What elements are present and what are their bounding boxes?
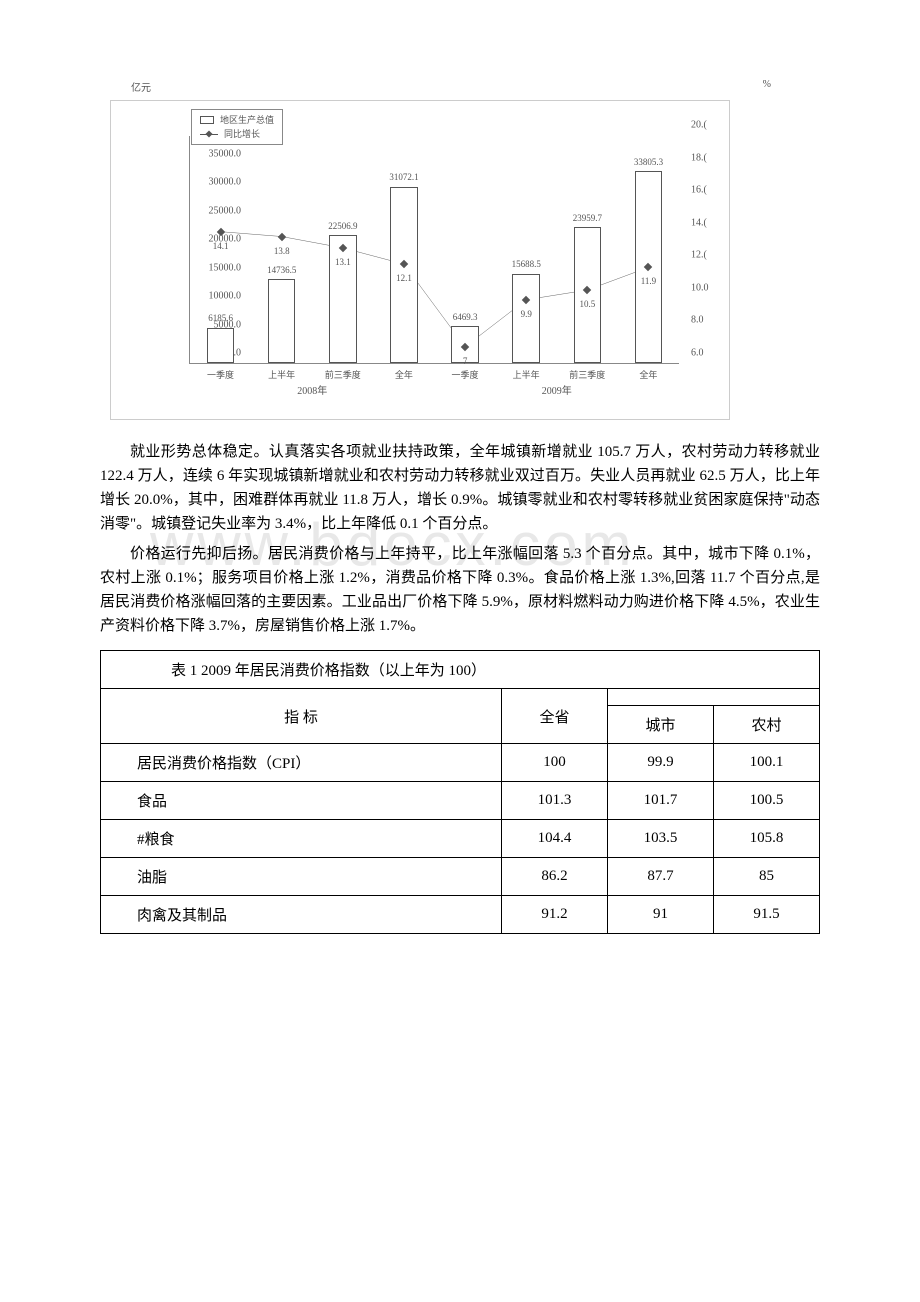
x-tick-label: 前三季度	[325, 368, 361, 381]
x-tick-label: 全年	[395, 368, 413, 381]
legend-line-icon	[200, 134, 218, 135]
bar	[574, 227, 602, 363]
bar-value-label: 15688.5	[512, 259, 541, 269]
row-province: 100	[502, 744, 608, 782]
line-value-label: 10.5	[579, 299, 595, 309]
line-marker	[277, 232, 285, 240]
x-year-label: 2008年	[297, 382, 327, 397]
row-name: 居民消费价格指数（CPI）	[101, 744, 502, 782]
row-city: 101.7	[608, 782, 714, 820]
row-name: 肉禽及其制品	[101, 896, 502, 934]
line-marker	[216, 227, 224, 235]
row-rural: 100.5	[714, 782, 820, 820]
bar	[207, 328, 235, 363]
row-name: 油脂	[101, 858, 502, 896]
row-city: 91	[608, 896, 714, 934]
cpi-table: 表 1 2009 年居民消费价格指数（以上年为 100） 指 标 全省 城市 农…	[100, 650, 820, 934]
table-header-blank	[608, 689, 820, 706]
table-row: #粮食104.4103.5105.8	[101, 820, 820, 858]
table-title: 表 1 2009 年居民消费价格指数（以上年为 100）	[101, 651, 820, 689]
table-header-rural: 农村	[714, 706, 820, 744]
line-value-label: 13.8	[274, 246, 290, 256]
bar-value-label: 6469.3	[453, 312, 478, 322]
y-right-tick: 20.(	[691, 120, 707, 131]
table-header-province: 全省	[502, 689, 608, 744]
y-right-tick: 6.0	[691, 348, 704, 359]
bar-value-label: 6185.6	[208, 313, 233, 323]
x-tick-label: 一季度	[452, 368, 479, 381]
line-value-label: 14.1	[213, 241, 229, 251]
gdp-chart: 亿元 % 0.05000.010000.015000.020000.025000…	[110, 100, 730, 420]
row-city: 87.7	[608, 858, 714, 896]
row-province: 104.4	[502, 820, 608, 858]
row-rural: 105.8	[714, 820, 820, 858]
row-rural: 91.5	[714, 896, 820, 934]
x-year-label: 2009年	[542, 382, 572, 397]
paragraph-prices: 价格运行先抑后扬。居民消费价格与上年持平，比上年涨幅回落 5.3 个百分点。其中…	[100, 542, 820, 638]
bar	[268, 279, 296, 363]
row-province: 91.2	[502, 896, 608, 934]
row-rural: 100.1	[714, 744, 820, 782]
table-row: 肉禽及其制品91.29191.5	[101, 896, 820, 934]
x-tick-label: 上半年	[268, 368, 295, 381]
table-row: 居民消费价格指数（CPI）10099.9100.1	[101, 744, 820, 782]
row-rural: 85	[714, 858, 820, 896]
y-right-unit: %	[763, 79, 771, 90]
bar-value-label: 31072.1	[389, 172, 418, 182]
line-value-label: 11.9	[641, 276, 656, 286]
row-province: 101.3	[502, 782, 608, 820]
table-header-indicator: 指 标	[101, 689, 502, 744]
x-tick-label: 一季度	[207, 368, 234, 381]
table-row: 油脂86.287.785	[101, 858, 820, 896]
row-city: 103.5	[608, 820, 714, 858]
legend-bar-icon	[200, 116, 214, 124]
row-name: #粮食	[101, 820, 502, 858]
table-header-city: 城市	[608, 706, 714, 744]
paragraph-employment: 就业形势总体稳定。认真落实各项就业扶持政策，全年城镇新增就业 105.7 万人，…	[100, 440, 820, 536]
line-value-label: 13.1	[335, 257, 351, 267]
y-right-tick: 12.(	[691, 250, 707, 261]
y-right-tick: 18.(	[691, 152, 707, 163]
line-value-label: 9.9	[521, 309, 532, 319]
y-left-unit: 亿元	[131, 79, 151, 94]
chart-legend: 地区生产总值 同比增长	[191, 109, 283, 145]
line-value-label: 7	[463, 356, 468, 366]
bar-value-label: 33805.3	[634, 157, 663, 167]
row-province: 86.2	[502, 858, 608, 896]
bar-value-label: 23959.7	[573, 213, 602, 223]
x-tick-label: 前三季度	[569, 368, 605, 381]
row-city: 99.9	[608, 744, 714, 782]
y-right-tick: 10.0	[691, 282, 709, 293]
legend-line-label: 同比增长	[224, 127, 260, 141]
y-right-tick: 14.(	[691, 217, 707, 228]
bar-value-label: 14736.5	[267, 265, 296, 275]
table-row: 食品101.3101.7100.5	[101, 782, 820, 820]
bar	[329, 235, 357, 363]
row-name: 食品	[101, 782, 502, 820]
bar-value-label: 22506.9	[328, 221, 357, 231]
line-value-label: 12.1	[396, 273, 412, 283]
legend-bar-label: 地区生产总值	[220, 113, 274, 127]
x-tick-label: 全年	[639, 368, 657, 381]
x-tick-label: 上半年	[513, 368, 540, 381]
y-right-tick: 8.0	[691, 315, 704, 326]
y-right-tick: 16.(	[691, 185, 707, 196]
